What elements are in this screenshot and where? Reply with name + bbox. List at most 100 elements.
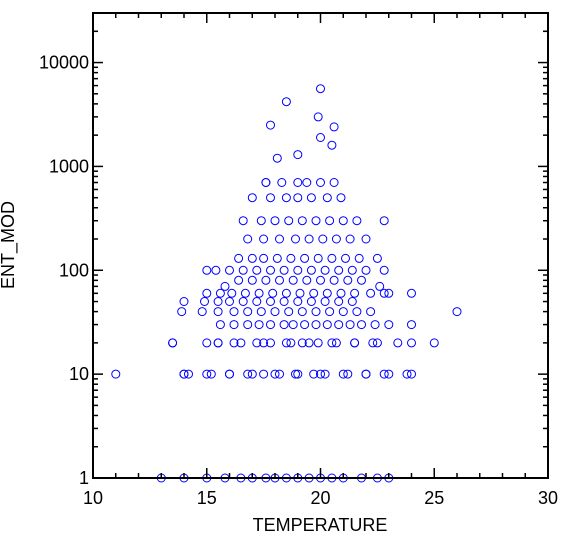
data-point bbox=[318, 234, 328, 244]
data-point bbox=[270, 216, 280, 226]
data-point bbox=[322, 288, 332, 298]
data-point bbox=[184, 369, 193, 379]
data-point bbox=[372, 253, 382, 263]
data-point bbox=[325, 216, 335, 226]
data-point bbox=[320, 297, 330, 306]
data-point bbox=[384, 320, 394, 330]
data-point bbox=[320, 265, 330, 275]
data-point bbox=[336, 288, 346, 298]
data-point bbox=[316, 369, 325, 379]
data-point bbox=[354, 253, 364, 263]
data-point bbox=[352, 216, 362, 226]
data-point bbox=[297, 338, 307, 348]
data-point bbox=[347, 297, 357, 306]
data-point bbox=[320, 369, 330, 379]
data-point bbox=[197, 307, 207, 317]
data-point bbox=[300, 320, 310, 330]
data-point bbox=[372, 338, 382, 348]
data-point bbox=[309, 369, 319, 379]
data-point bbox=[279, 297, 289, 306]
data-point bbox=[256, 216, 266, 226]
data-point bbox=[316, 84, 325, 94]
data-point bbox=[293, 369, 303, 379]
data-point bbox=[379, 216, 389, 226]
data-point bbox=[379, 369, 389, 379]
data-point bbox=[238, 216, 248, 226]
data-point bbox=[288, 320, 298, 330]
data-point bbox=[272, 253, 282, 263]
data-point bbox=[327, 140, 337, 150]
data-point bbox=[234, 253, 244, 263]
data-point bbox=[252, 297, 262, 306]
data-point bbox=[215, 288, 225, 298]
data-point bbox=[281, 97, 291, 107]
data-point bbox=[311, 307, 321, 317]
data-point bbox=[338, 307, 348, 317]
y-tick-label: 1000 bbox=[49, 156, 89, 176]
data-point bbox=[293, 150, 303, 160]
data-point bbox=[284, 216, 294, 226]
data-point bbox=[311, 216, 321, 226]
data-point bbox=[304, 234, 314, 244]
data-point bbox=[266, 297, 275, 306]
data-point bbox=[309, 288, 319, 298]
data-point bbox=[268, 288, 278, 298]
data-point bbox=[213, 307, 223, 317]
data-point bbox=[236, 338, 246, 348]
data-point bbox=[361, 265, 371, 275]
data-point bbox=[259, 369, 269, 379]
data-point bbox=[375, 281, 385, 291]
data-point bbox=[247, 193, 257, 203]
data-point bbox=[200, 297, 209, 306]
data-point bbox=[281, 193, 291, 203]
data-point bbox=[286, 253, 296, 263]
data-point bbox=[234, 275, 244, 285]
data-point bbox=[111, 369, 121, 379]
data-point bbox=[313, 338, 323, 348]
data-point bbox=[238, 297, 248, 306]
data-point bbox=[297, 307, 307, 317]
data-point bbox=[407, 369, 416, 379]
data-point bbox=[177, 307, 187, 317]
data-point bbox=[225, 369, 234, 379]
data-point bbox=[361, 369, 371, 379]
data-point bbox=[266, 338, 275, 348]
data-point bbox=[229, 320, 239, 330]
data-point bbox=[379, 288, 389, 298]
data-point bbox=[259, 234, 269, 244]
data-point bbox=[329, 275, 339, 285]
data-point bbox=[338, 216, 348, 226]
x-tick-label: 10 bbox=[83, 488, 103, 508]
data-point bbox=[206, 369, 216, 379]
data-point bbox=[256, 307, 266, 317]
data-point bbox=[350, 288, 360, 298]
data-point bbox=[368, 338, 378, 348]
data-point bbox=[297, 216, 307, 226]
data-point bbox=[345, 234, 355, 244]
data-point bbox=[179, 297, 189, 306]
data-point bbox=[168, 338, 178, 348]
x-tick-labels: 10 15 20 25 30 bbox=[83, 488, 558, 508]
data-point bbox=[259, 338, 269, 348]
data-point bbox=[213, 297, 223, 306]
data-point bbox=[275, 369, 284, 379]
data-point bbox=[341, 253, 350, 263]
data-point bbox=[316, 178, 325, 187]
data-point bbox=[202, 288, 212, 298]
data-point bbox=[327, 253, 337, 263]
data-point bbox=[347, 265, 357, 275]
data-point bbox=[357, 275, 366, 285]
data-point bbox=[243, 320, 253, 330]
data-point bbox=[384, 369, 394, 379]
data-point bbox=[393, 338, 403, 348]
data-point bbox=[311, 320, 321, 330]
data-point bbox=[336, 193, 346, 203]
data-point bbox=[334, 265, 344, 275]
data-point bbox=[247, 275, 257, 285]
data-point bbox=[225, 265, 234, 275]
data-point bbox=[247, 253, 257, 263]
data-point bbox=[350, 338, 360, 348]
data-point bbox=[322, 320, 332, 330]
y-tick-labels: 1 10 100 1000 10000 bbox=[39, 53, 89, 488]
chart-marks bbox=[111, 84, 462, 483]
